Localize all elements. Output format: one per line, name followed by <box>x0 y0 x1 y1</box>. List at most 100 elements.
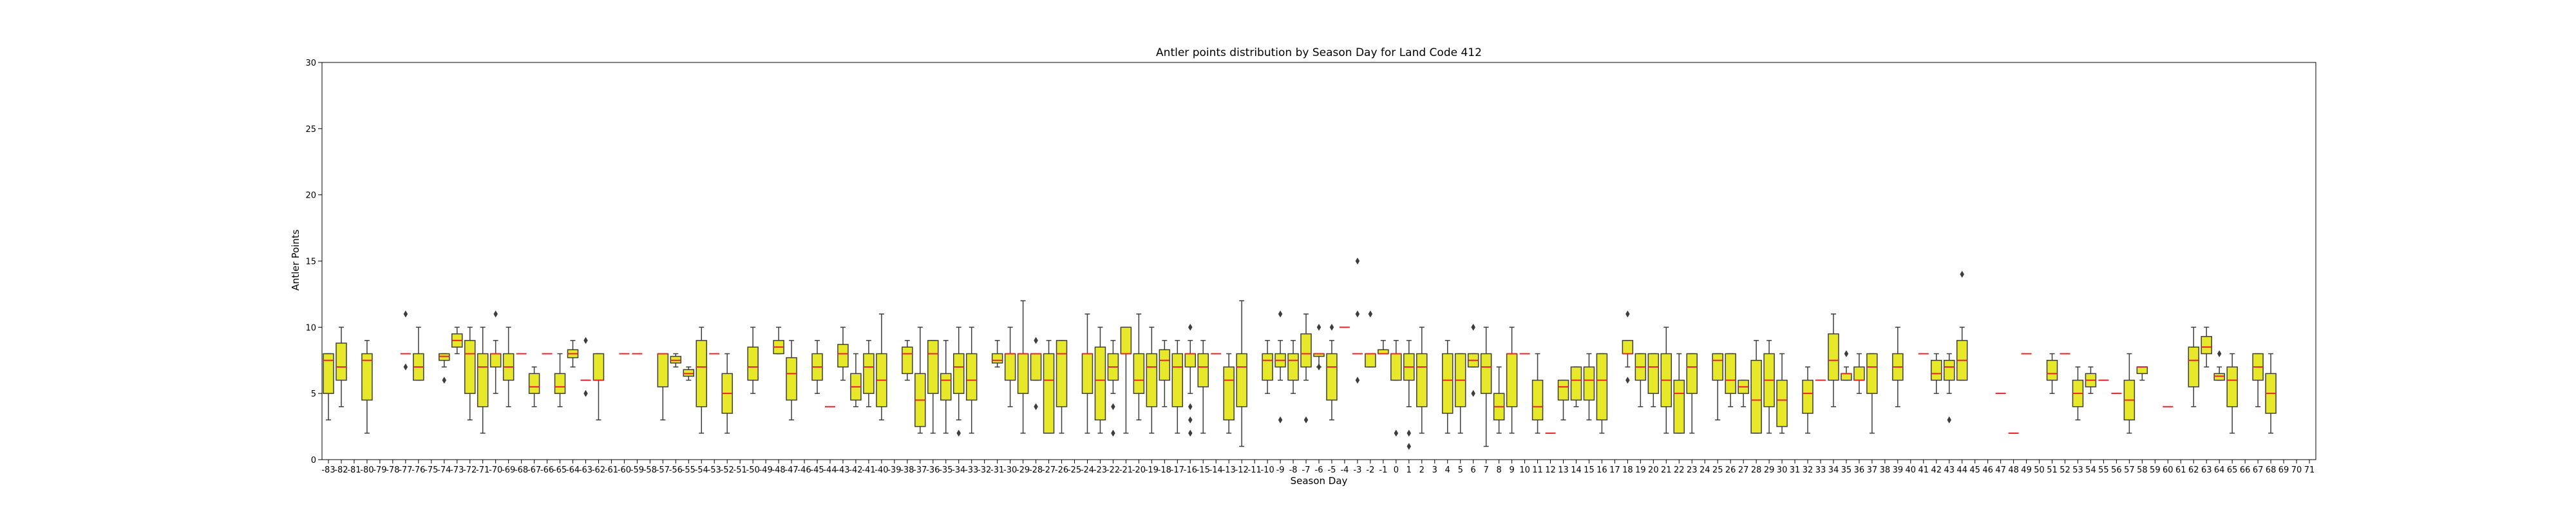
x-tick-label: -4 <box>1340 465 1349 475</box>
x-tick-label: 6 <box>1471 465 1476 475</box>
x-tick-label: -51 <box>734 465 747 475</box>
box-group <box>1583 353 1595 421</box>
x-tick-label: 47 <box>1995 465 2006 475</box>
outlier-marker <box>2217 350 2222 357</box>
x-tick-label: -21 <box>1119 465 1133 475</box>
x-tick-label: 50 <box>2034 465 2045 475</box>
box-group <box>1159 340 1171 407</box>
box-group <box>683 366 695 381</box>
box-group <box>721 353 733 434</box>
box-group <box>1712 353 1723 421</box>
box-iqr <box>657 353 669 388</box>
y-tick-label: 10 <box>305 323 316 333</box>
x-tick-label: 28 <box>1751 465 1762 475</box>
x-tick-label: -44 <box>823 465 837 475</box>
boxes-layer <box>323 258 2277 450</box>
box-iqr <box>1287 353 1299 381</box>
x-tick-label: 42 <box>1931 465 1942 475</box>
x-tick-label: 12 <box>1545 465 1556 475</box>
box-iqr <box>1390 353 1402 381</box>
outlier-marker <box>1316 323 1321 331</box>
x-tick-label: -67 <box>527 465 541 475</box>
x-tick-label: 9 <box>1509 465 1514 475</box>
box-iqr <box>1184 353 1196 368</box>
box-iqr <box>1197 353 1209 388</box>
x-tick-label: 53 <box>2072 465 2083 475</box>
box-group <box>580 337 591 397</box>
box-group <box>1956 270 1968 381</box>
x-tick-label: 44 <box>1956 465 1967 475</box>
box-iqr <box>1712 353 1723 381</box>
x-tick-label: -28 <box>1029 465 1043 475</box>
box-group <box>837 326 849 381</box>
x-tick-label: 30 <box>1777 465 1788 475</box>
x-tick-label: -3 <box>1353 465 1361 475</box>
box-iqr <box>1531 379 1544 421</box>
x-tick-label: 37 <box>1867 465 1878 475</box>
box-group <box>567 340 579 368</box>
x-tick-label: -55 <box>682 465 696 475</box>
outlier-marker <box>1368 310 1373 318</box>
box-group <box>1416 326 1428 434</box>
box-iqr <box>2188 346 2199 388</box>
box-group <box>786 340 797 421</box>
box-iqr <box>683 369 695 377</box>
box-group <box>1081 314 1094 434</box>
box-group <box>1236 300 1247 447</box>
x-tick-label: -12 <box>1235 465 1249 475</box>
chart-title: Antler points distribution by Season Day… <box>1156 46 1482 59</box>
box-group <box>1043 340 1055 434</box>
outlier-marker <box>1316 363 1321 371</box>
box-group <box>2188 326 2199 407</box>
x-tick-label: 56 <box>2111 465 2122 475</box>
outlier-marker <box>1355 310 1360 318</box>
outlier-marker <box>1329 323 1334 331</box>
box-group <box>336 326 347 407</box>
box-iqr <box>323 353 334 394</box>
x-tick-label: -13 <box>1222 465 1236 475</box>
box-iqr <box>2213 373 2225 381</box>
x-tick-label: 70 <box>2291 465 2302 475</box>
box-iqr <box>965 353 978 401</box>
outlier-marker <box>1278 416 1283 424</box>
x-tick-label: 1 <box>1406 465 1412 475</box>
box-group <box>2136 366 2148 381</box>
x-tick-label: 71 <box>2304 465 2315 475</box>
x-tick-label: -47 <box>784 465 798 475</box>
box-iqr <box>1570 366 1582 401</box>
box-iqr <box>1802 379 1814 414</box>
box-group <box>413 326 424 381</box>
x-tick-label: -60 <box>618 465 631 475</box>
outlier-marker <box>493 310 498 318</box>
x-tick-label: -72 <box>463 465 477 475</box>
outlier-marker <box>1625 310 1630 318</box>
x-tick-label: -29 <box>1016 465 1030 475</box>
outlier-marker <box>442 377 447 384</box>
x-tick-label: 23 <box>1687 465 1698 475</box>
x-tick-label: 55 <box>2098 465 2109 475</box>
box-group <box>1223 353 1235 434</box>
box-group <box>1892 326 1904 407</box>
box-iqr <box>952 353 965 394</box>
box-iqr <box>1673 379 1685 434</box>
box-group <box>1184 323 1196 437</box>
box-group <box>1531 353 1544 434</box>
box-iqr <box>1094 346 1106 421</box>
x-tick-label: 26 <box>1725 465 1736 475</box>
x-tick-label: -22 <box>1106 465 1120 475</box>
x-tick-label: -5 <box>1327 465 1336 475</box>
outlier-marker <box>1188 323 1193 331</box>
box-group <box>1442 340 1454 434</box>
box-iqr <box>1647 353 1660 394</box>
y-tick-label: 0 <box>311 456 316 465</box>
x-tick-label: -64 <box>566 465 580 475</box>
x-tick-label: 34 <box>1828 465 1839 475</box>
x-tick-label: -42 <box>849 465 862 475</box>
x-tick-label: -1 <box>1379 465 1387 475</box>
box-group <box>670 353 682 368</box>
x-tick-label: -53 <box>708 465 721 475</box>
x-tick-label: 35 <box>1841 465 1852 475</box>
x-tick-label: 43 <box>1944 465 1955 475</box>
x-tick-label: -31 <box>990 465 1004 475</box>
x-tick-label: 4 <box>1445 465 1450 475</box>
